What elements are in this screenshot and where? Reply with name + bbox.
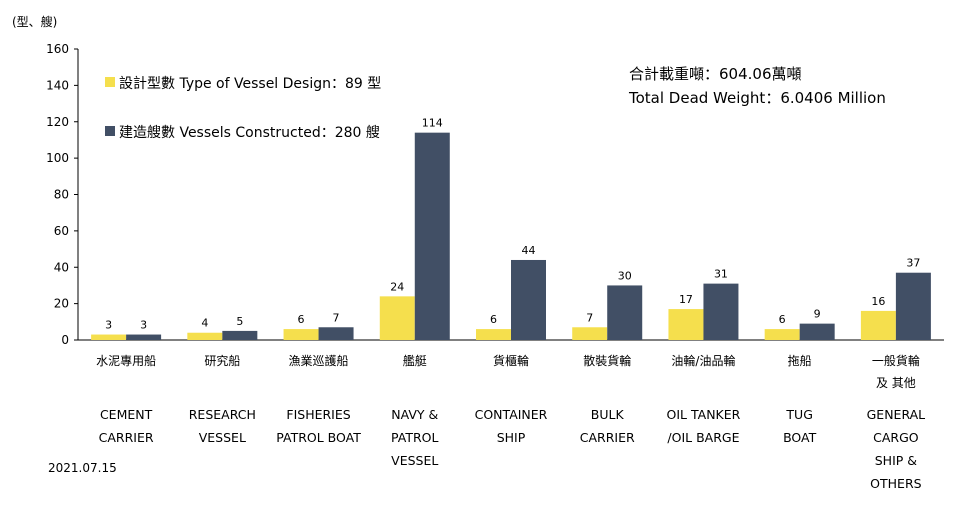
category-label-en-8: GENERAL <box>867 407 926 422</box>
bar-design-1 <box>187 332 223 340</box>
bar-design-3 <box>379 296 415 340</box>
category-label-en-1: RESEARCH <box>189 407 256 422</box>
bar-constructed-8 <box>895 272 931 340</box>
y-tick-label: 100 <box>46 151 69 165</box>
data-label-design-2: 6 <box>298 313 305 326</box>
category-label-zh-8: 及 其他 <box>876 376 916 390</box>
category-label-en-1: VESSEL <box>199 430 246 445</box>
data-label-constructed-8: 37 <box>906 257 920 270</box>
bar-design-5 <box>572 327 608 340</box>
y-axis: 0 20 40 60 80 100 120 140 160 <box>46 42 79 347</box>
bar-constructed-7 <box>799 323 835 340</box>
data-label-design-0: 3 <box>105 319 112 332</box>
category-label-en-8: CARGO <box>873 430 919 445</box>
legend-swatch-constructed <box>105 126 115 136</box>
data-label-constructed-6: 31 <box>714 268 728 281</box>
category-label-en-6: OIL TANKER <box>667 407 741 422</box>
category-label-zh-5: 散裝貨輪 <box>583 353 631 368</box>
data-label-design-8: 16 <box>871 295 885 308</box>
category-label-zh-1: 研究船 <box>204 353 240 368</box>
category-label-en-8: OTHERS <box>870 476 921 491</box>
legend-label-constructed: 建造艘數 Vessels Constructed：280 艘 <box>119 125 380 141</box>
report-date: 2021.07.15 <box>48 461 117 475</box>
category-label-zh-2: 漁業巡護船 <box>289 353 349 368</box>
legend: 設計型數 Type of Vessel Design：89 型 建造艘數 Ves… <box>105 76 381 141</box>
y-tick-label: 120 <box>46 115 69 129</box>
data-label-constructed-5: 30 <box>618 269 632 282</box>
y-tick-label: 40 <box>54 260 69 274</box>
bar-constructed-0 <box>126 334 162 340</box>
bar-design-8 <box>860 310 896 340</box>
category-label-en-7: BOAT <box>783 430 817 445</box>
category-label-en-2: FISHERIES <box>286 407 350 422</box>
bar-design-7 <box>764 329 800 340</box>
total-deadweight-note: 合計載重噸：604.06萬噸 Total Dead Weight：6.0406 … <box>628 65 886 107</box>
category-label-en-3: VESSEL <box>391 453 438 468</box>
bar-constructed-2 <box>318 327 354 340</box>
data-label-constructed-7: 9 <box>814 308 821 321</box>
bar-constructed-3 <box>414 132 450 340</box>
category-label-zh-8: 一般貨輪 <box>872 353 920 368</box>
bar-constructed-6 <box>703 283 739 340</box>
total-deadweight-zh: 合計載重噸：604.06萬噸 <box>629 65 802 83</box>
bar-design-2 <box>283 329 319 340</box>
data-label-design-3: 24 <box>390 280 404 293</box>
legend-swatch-design <box>105 77 115 87</box>
bar-constructed-5 <box>607 285 643 340</box>
category-label-en-0: CARRIER <box>99 430 154 445</box>
category-label-en-4: CONTAINER <box>475 407 548 422</box>
y-tick-label: 140 <box>46 78 69 92</box>
data-label-design-1: 4 <box>201 317 208 330</box>
category-labels-group: 水泥專用船 CEMENT CARRIER 研究船 RESEARCH VESSEL 漁業巡護船… <box>96 353 925 491</box>
data-label-constructed-1: 5 <box>236 315 243 328</box>
category-label-en-4: SHIP <box>497 430 526 445</box>
category-label-en-3: PATROL <box>391 430 438 445</box>
data-label-constructed-2: 7 <box>333 311 340 324</box>
data-label-design-7: 6 <box>779 313 786 326</box>
data-label-design-6: 17 <box>679 293 693 306</box>
data-label-constructed-3: 114 <box>422 117 443 130</box>
y-tick-label: 60 <box>54 224 69 238</box>
category-label-en-3: NAVY & <box>391 407 438 422</box>
category-label-zh-4: 貨櫃輪 <box>493 353 529 368</box>
data-label-constructed-0: 3 <box>140 319 147 332</box>
bar-design-4 <box>476 329 511 340</box>
bar-design-0 <box>91 334 127 340</box>
y-tick-label: 0 <box>61 333 69 347</box>
category-label-zh-3: 艦艇 <box>403 354 427 368</box>
data-label-constructed-4: 44 <box>522 244 536 257</box>
category-label-en-0: CEMENT <box>100 407 153 422</box>
bar-constructed-4 <box>511 259 546 340</box>
y-unit-label: (型、艘) <box>12 14 57 29</box>
category-label-en-5: CARRIER <box>580 430 635 445</box>
data-label-design-4: 6 <box>490 313 497 326</box>
bar-constructed-1 <box>222 330 258 340</box>
category-label-zh-7: 拖船 <box>788 354 812 368</box>
category-label-en-8: SHIP & <box>875 453 918 468</box>
y-tick-label: 20 <box>54 297 69 311</box>
y-tick-label: 160 <box>46 42 69 56</box>
y-tick-label: 80 <box>54 188 69 202</box>
category-label-en-7: TUG <box>785 407 812 422</box>
category-label-en-5: BULK <box>591 407 625 422</box>
data-label-design-5: 7 <box>586 311 593 324</box>
category-label-zh-0: 水泥專用船 <box>96 354 156 368</box>
bar-design-6 <box>668 309 704 340</box>
category-label-en-2: PATROL BOAT <box>276 430 361 445</box>
legend-label-design: 設計型數 Type of Vessel Design：89 型 <box>119 76 381 92</box>
bars-group <box>91 132 931 340</box>
data-labels-group: 3 3 4 5 6 7 24 114 6 44 7 30 17 31 6 9 16 37 <box>105 117 920 332</box>
total-deadweight-en: Total Dead Weight：6.0406 Million <box>628 89 886 107</box>
category-label-zh-6: 油輪/油品輪 <box>671 353 735 368</box>
category-label-en-6: /OIL BARGE <box>667 430 739 445</box>
